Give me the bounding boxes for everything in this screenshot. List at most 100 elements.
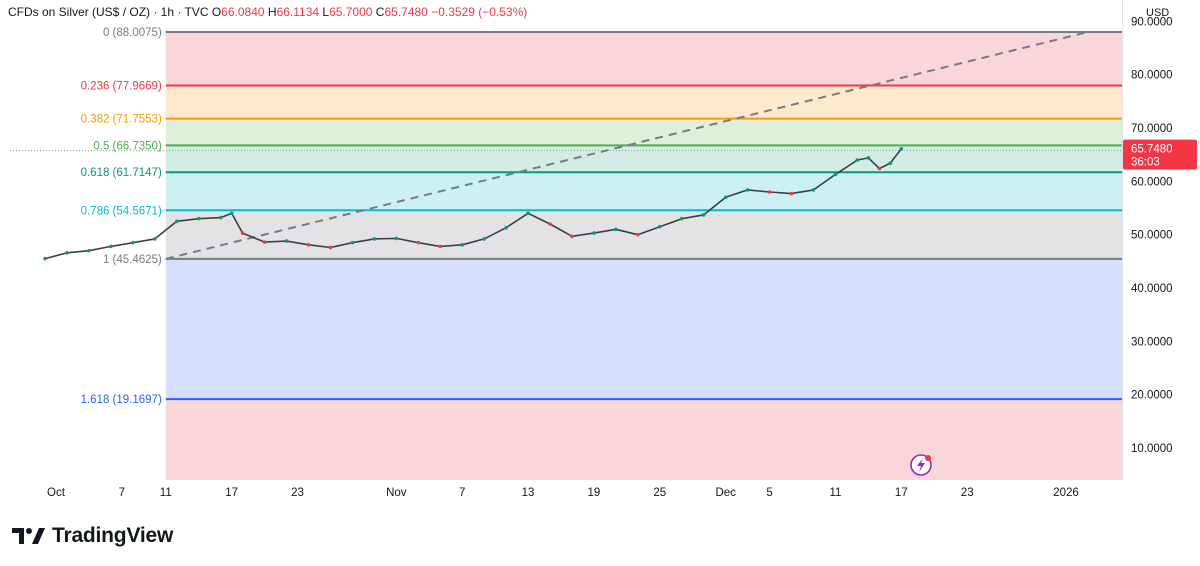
y-tick-label: 40.0000	[1131, 283, 1173, 295]
price-point	[43, 256, 47, 261]
ohlc-key-h: H	[264, 5, 277, 19]
x-tick-label: 13	[522, 487, 535, 499]
x-tick-label: 11	[160, 487, 172, 499]
price-point	[196, 216, 201, 221]
last-price-countdown: 36:03	[1131, 157, 1160, 169]
x-tick-label: 19	[588, 487, 601, 499]
lightning-icon-bolt	[917, 458, 925, 472]
price-point	[87, 248, 91, 253]
ohlc-value-c: 65.7480	[384, 5, 428, 19]
x-tick-label: 25	[653, 487, 666, 499]
price-point	[482, 237, 486, 241]
fib-level-label: 0.382 (71.7553)	[81, 114, 162, 126]
tradingview-logo-icon	[12, 528, 45, 544]
price-point	[899, 147, 904, 151]
price-point	[745, 188, 750, 192]
price-point	[866, 156, 871, 160]
fib-band-3	[165, 145, 1122, 173]
price-point	[438, 244, 443, 249]
fib-band-7	[165, 399, 1122, 480]
price-point	[526, 211, 530, 216]
fib-level-label: 0.786 (54.5671)	[81, 205, 162, 217]
price-point	[658, 224, 662, 229]
x-tick-label: 7	[459, 487, 465, 499]
lightning-icon	[910, 454, 932, 476]
price-point	[833, 172, 838, 177]
chart-plot-area[interactable]: 0 (88.0075) 0.236 (77.9669) 0.382 (71.7553…	[10, 0, 1122, 480]
ohlc-key-c: C	[372, 5, 385, 19]
x-tick-label: 5	[766, 487, 772, 499]
price-point	[306, 243, 311, 247]
fib-level-label: 0 (88.0075)	[103, 27, 162, 39]
x-tick-label: 17	[895, 487, 908, 499]
fib-band-5	[165, 210, 1122, 259]
y-tick-label: 30.0000	[1131, 336, 1173, 348]
fib-level-label: 1 (45.4625)	[103, 254, 162, 266]
tradingview-logo[interactable]: TradingView	[12, 524, 173, 548]
x-tick-label: 11	[829, 487, 841, 499]
price-point	[767, 190, 772, 194]
lightning-icon-dot	[925, 455, 931, 461]
ohlc-values: O66.0840 H66.1134 L65.7000 C65.7480	[212, 5, 431, 19]
y-tick-label: 90.0000	[1131, 16, 1173, 28]
price-point	[877, 166, 882, 171]
price-point	[460, 243, 464, 247]
ohlc-key-l: L	[319, 5, 330, 19]
ohlc-value-o: 66.0840	[221, 5, 265, 19]
price-axis[interactable]: 10.0000 20.0000 30.0000 40.0000 50.0000 60.00…	[1122, 0, 1200, 480]
symbol-title: CFDs on Silver (US$ / OZ) · 1h · TVC	[8, 5, 209, 19]
ohlc-value-h: 66.1134	[276, 5, 320, 19]
price-point	[548, 222, 552, 226]
y-tick-label: 50.0000	[1131, 230, 1173, 242]
fib-trend-line	[165, 31, 1089, 260]
x-tick-label: 2026	[1053, 487, 1079, 499]
price-point	[592, 231, 596, 235]
price-point	[679, 216, 684, 221]
y-tick-label: 70.0000	[1131, 123, 1173, 135]
price-point	[723, 195, 728, 200]
price-point	[262, 240, 267, 244]
price-point	[614, 227, 618, 232]
ohlc-key-o: O	[211, 5, 222, 19]
price-point	[416, 240, 421, 245]
price-point	[229, 211, 234, 216]
fib-level-label: 0.5 (66.7350)	[93, 140, 162, 152]
x-tick-label: 23	[291, 487, 304, 499]
brand-name: TradingView	[52, 524, 174, 547]
x-tick-label: 7	[119, 487, 125, 499]
x-tick-label: Nov	[386, 487, 407, 499]
x-tick-label: 17	[225, 487, 238, 499]
y-tick-label: 10.0000	[1131, 443, 1173, 455]
fib-band-4	[165, 172, 1122, 211]
price-point	[888, 161, 893, 165]
price-point	[789, 191, 794, 196]
price-point	[570, 234, 574, 239]
price-point	[636, 232, 640, 237]
currency-button[interactable]: USD	[1136, 3, 1188, 23]
price-point	[855, 158, 860, 162]
fib-level-label: 0.236 (77.9669)	[81, 81, 162, 93]
price-point	[240, 231, 245, 235]
time-axis[interactable]: Oct 7 11 17 23 Nov 7 13 19 25 Dec 5 11 17 23 2026	[10, 480, 1122, 506]
price-point	[394, 236, 399, 241]
price-point	[218, 215, 223, 220]
price-point	[131, 240, 135, 245]
fib-band-6	[165, 258, 1122, 400]
fib-level-label: 1.618 (19.1697)	[81, 394, 162, 406]
price-point	[174, 219, 179, 224]
price-point	[504, 225, 508, 230]
ohlc-value-l: 65.7000	[329, 5, 373, 19]
price-point	[284, 239, 289, 243]
fib-band-1	[165, 85, 1122, 119]
last-price-value: 65.7480	[1131, 144, 1173, 156]
price-point	[350, 240, 355, 245]
price-point	[701, 213, 706, 217]
last-price-tag	[1123, 139, 1197, 170]
price-point	[109, 244, 113, 249]
y-tick-label: 20.0000	[1131, 390, 1173, 402]
price-point	[811, 188, 816, 192]
y-tick-label: 60.0000	[1131, 176, 1173, 188]
fib-band-0	[165, 31, 1122, 86]
change-value: −0.3529 (−0.53%)	[431, 5, 528, 19]
chart-legend: CFDs on Silver (US$ / OZ) · 1h · TVC O66…	[8, 5, 527, 19]
